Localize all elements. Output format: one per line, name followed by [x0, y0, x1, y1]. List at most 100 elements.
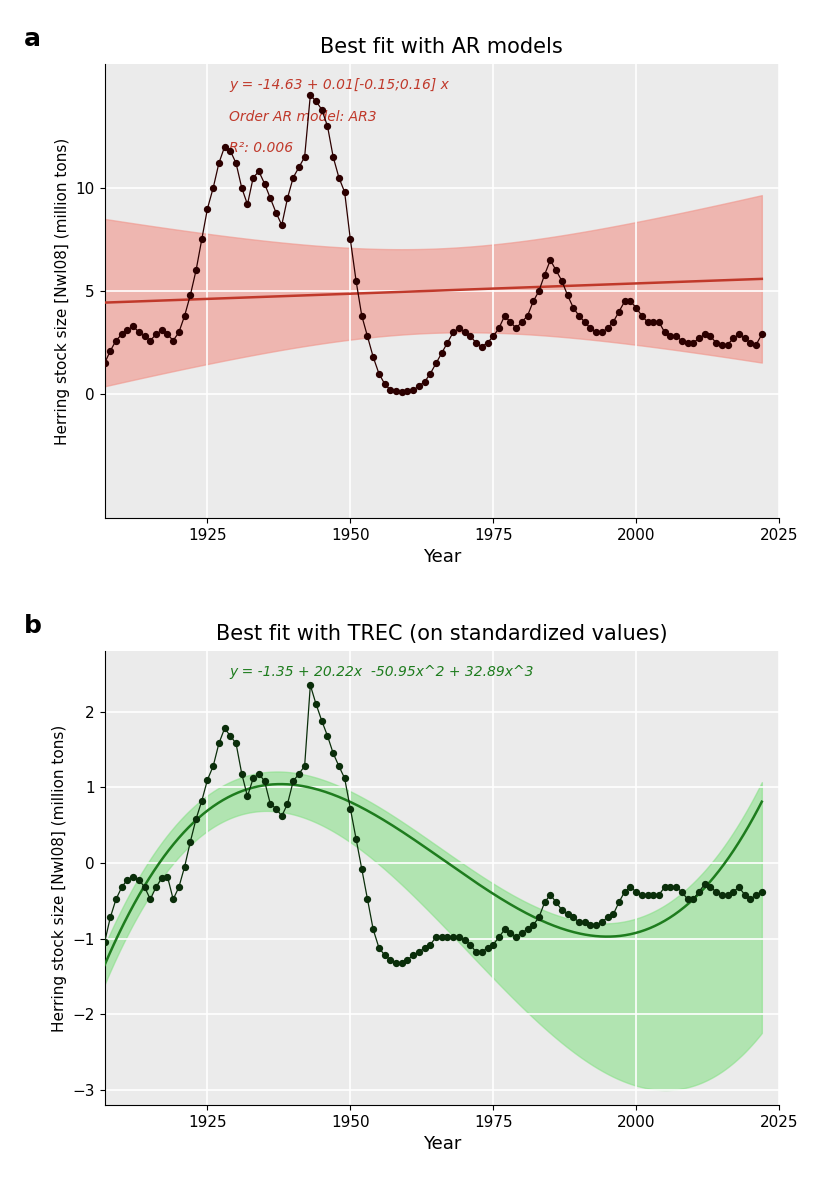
- Point: [178, 857, 191, 876]
- Point: [475, 338, 488, 357]
- Point: [601, 319, 614, 338]
- Point: [235, 178, 249, 197]
- Y-axis label: Herring stock size [NwI08] (million tons): Herring stock size [NwI08] (million tons…: [52, 724, 67, 1032]
- Point: [269, 800, 282, 818]
- Point: [538, 265, 551, 283]
- Point: [590, 322, 603, 341]
- Point: [126, 867, 140, 886]
- Point: [618, 292, 631, 311]
- Point: [675, 882, 688, 901]
- Point: [487, 327, 500, 346]
- Point: [373, 364, 386, 383]
- Point: [704, 877, 717, 896]
- Point: [561, 286, 574, 305]
- Point: [121, 321, 134, 340]
- Point: [538, 893, 551, 912]
- Point: [287, 168, 300, 187]
- Point: [189, 810, 202, 829]
- Point: [561, 905, 574, 924]
- Point: [504, 924, 517, 942]
- Point: [235, 764, 249, 783]
- Point: [664, 327, 677, 346]
- Point: [549, 893, 563, 912]
- Point: [144, 331, 157, 350]
- Point: [287, 772, 300, 791]
- Point: [658, 322, 672, 341]
- Point: [109, 331, 122, 350]
- X-axis label: Year: Year: [423, 1135, 461, 1153]
- Point: [378, 946, 392, 965]
- Point: [463, 935, 477, 954]
- Point: [126, 317, 140, 335]
- Point: [738, 886, 752, 905]
- Point: [195, 230, 208, 249]
- Point: [281, 795, 294, 814]
- Point: [412, 377, 425, 396]
- Point: [373, 938, 386, 957]
- Point: [263, 189, 277, 208]
- Point: [195, 791, 208, 810]
- Point: [269, 203, 282, 222]
- Point: [132, 322, 145, 341]
- Point: [532, 281, 545, 300]
- Point: [664, 877, 677, 896]
- Point: [521, 920, 534, 939]
- Point: [150, 325, 163, 344]
- Point: [481, 333, 494, 352]
- Point: [510, 927, 523, 946]
- Point: [629, 298, 643, 317]
- Point: [527, 915, 540, 934]
- Point: [435, 927, 449, 946]
- Point: [567, 908, 580, 927]
- Point: [241, 787, 254, 805]
- Point: [504, 313, 517, 332]
- Point: [104, 908, 117, 927]
- Point: [653, 886, 666, 905]
- Point: [401, 381, 414, 400]
- Point: [527, 292, 540, 311]
- Point: [418, 938, 431, 957]
- Point: [406, 946, 420, 965]
- Point: [492, 927, 506, 946]
- Point: [578, 313, 591, 332]
- Point: [316, 711, 329, 730]
- Point: [338, 769, 351, 788]
- Text: Order AR model: AR3: Order AR model: AR3: [230, 110, 377, 124]
- Point: [572, 306, 586, 325]
- Point: [435, 344, 449, 363]
- Point: [629, 882, 643, 901]
- Point: [167, 331, 180, 350]
- Point: [155, 869, 169, 888]
- Point: [115, 325, 128, 344]
- Point: [458, 322, 472, 341]
- Text: b: b: [24, 614, 41, 638]
- Point: [532, 908, 545, 927]
- Point: [206, 178, 220, 197]
- Point: [395, 953, 408, 972]
- Point: [178, 306, 191, 325]
- Point: [132, 870, 145, 889]
- Point: [183, 833, 197, 852]
- Point: [212, 154, 225, 172]
- Point: [544, 886, 557, 905]
- Point: [658, 877, 672, 896]
- Point: [653, 313, 666, 332]
- Point: [635, 306, 648, 325]
- Point: [453, 319, 466, 338]
- Point: [424, 935, 437, 954]
- Point: [572, 913, 586, 932]
- Point: [224, 142, 237, 161]
- Point: [715, 886, 729, 905]
- Point: [641, 313, 654, 332]
- Point: [692, 882, 705, 901]
- Point: [715, 335, 729, 354]
- Point: [521, 306, 534, 325]
- Text: y = -1.35 + 20.22x  -50.95x^2 + 32.89x^3: y = -1.35 + 20.22x -50.95x^2 + 32.89x^3: [230, 665, 534, 679]
- Point: [710, 882, 723, 901]
- Point: [292, 158, 306, 177]
- Point: [389, 381, 402, 400]
- Point: [275, 807, 288, 826]
- Point: [710, 333, 723, 352]
- Point: [578, 913, 591, 932]
- Point: [344, 800, 357, 818]
